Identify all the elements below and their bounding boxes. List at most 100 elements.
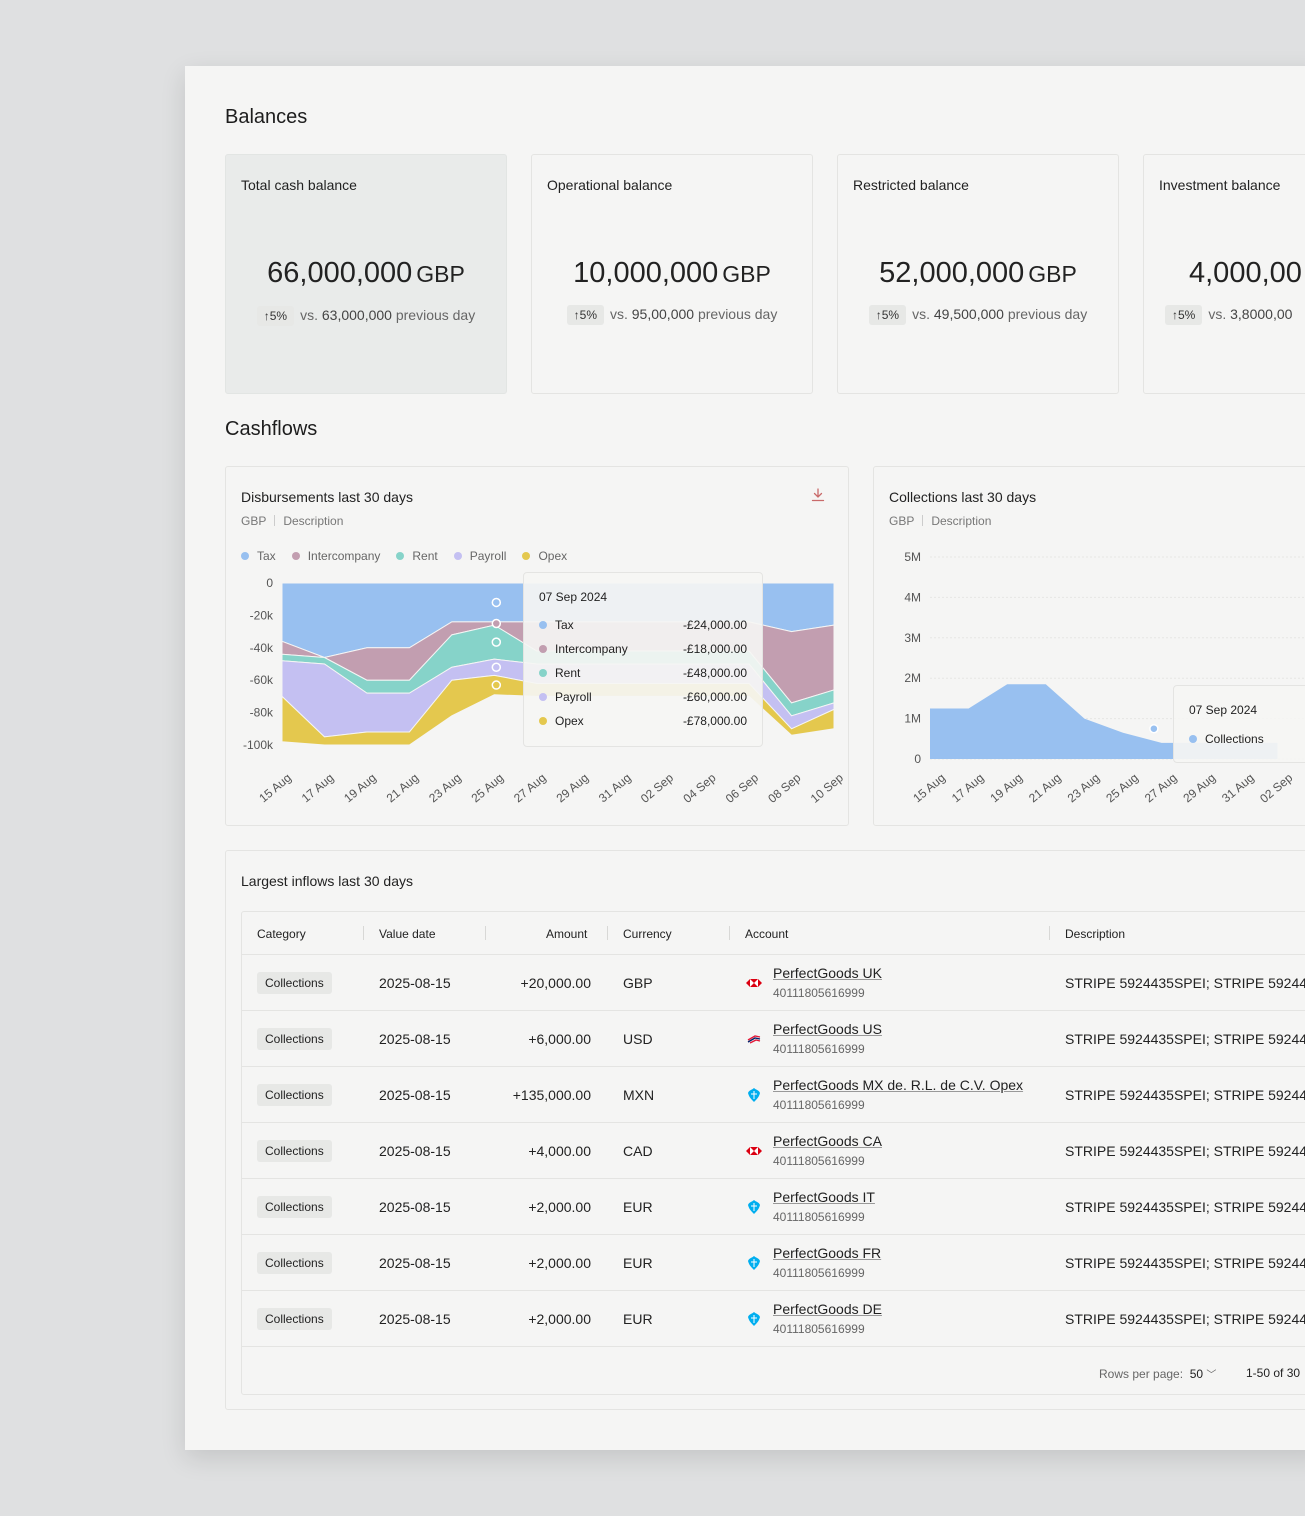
y-tick-label: 5M (904, 550, 921, 564)
table-row[interactable]: Collections 2025-08-15 +4,000.00 CAD Perfect… (242, 1123, 1305, 1179)
account-link[interactable]: PerfectGoods MX de. R.L. de C.V. Opex (773, 1077, 1024, 1093)
x-tick-label: 29 Aug (554, 771, 592, 806)
table-row[interactable]: Collections 2025-08-15 +6,000.00 USD Perfect… (242, 1011, 1305, 1067)
column-header-description[interactable]: Description (1065, 927, 1126, 941)
legend-dot (539, 693, 547, 701)
column-header-value-date[interactable]: Value date (379, 927, 436, 941)
chevron-down-icon: ﹀ (1206, 1370, 1217, 1381)
account-number: 40111805616999 (773, 1210, 865, 1224)
table-row[interactable]: Collections 2025-08-15 +2,000.00 EUR Perfect… (242, 1235, 1305, 1291)
account-link[interactable]: PerfectGoods CA (773, 1133, 882, 1149)
balances-title: Balances (225, 106, 308, 128)
chart-tooltip: 07 Sep 2024 Tax -£24,000.00 Intercompany -£… (523, 572, 763, 747)
y-tick-label: -60k (250, 673, 274, 687)
disbursements-card: Disbursements last 30 days GBP Descriptio… (225, 466, 849, 826)
y-tick-label: 4M (904, 590, 921, 604)
table-row[interactable]: Collections 2025-08-15 +135,000.00 MXN Perfe… (242, 1067, 1305, 1123)
category-badge: Collections (257, 1028, 332, 1050)
y-tick-label: -40k (250, 641, 274, 655)
legend-item-intercompany[interactable]: Intercompany (291, 549, 380, 563)
download-icon[interactable] (810, 487, 826, 508)
legend-dot (453, 552, 462, 560)
column-header-amount[interactable]: Amount (546, 927, 588, 941)
amount: +4,000.00 (528, 1143, 591, 1159)
value-date: 2025-08-15 (379, 1087, 451, 1103)
table-header: Category Value date Amount Currency Acco… (242, 912, 1305, 955)
account-link[interactable]: PerfectGoods IT (773, 1189, 875, 1205)
table-row[interactable]: Collections 2025-08-15 +2,000.00 EUR Perfect… (242, 1179, 1305, 1235)
chart-title: Disbursements last 30 days (241, 489, 413, 505)
x-tick-label: 25 Aug (1103, 771, 1141, 806)
y-tick-label: 0 (914, 752, 921, 766)
chart-subtitle: GBP Description (889, 514, 992, 528)
x-tick-label: 04 Sep (680, 770, 718, 805)
area-collections (930, 684, 1278, 759)
rows-per-page[interactable]: Rows per page: 50 ﹀ (1099, 1367, 1217, 1381)
account-link[interactable]: PerfectGoods US (773, 1021, 882, 1037)
y-tick-label: -20k (250, 608, 274, 622)
account-link[interactable]: PerfectGoods FR (773, 1245, 882, 1261)
amount: +2,000.00 (528, 1199, 591, 1215)
column-header-currency[interactable]: Currency (623, 927, 672, 941)
x-tick-label: 21 Aug (1026, 771, 1064, 806)
value-date: 2025-08-15 (379, 1311, 451, 1327)
balance-label: Investment balance (1159, 177, 1281, 193)
legend-dot (539, 669, 547, 677)
legend-dot (539, 645, 547, 653)
barclays-icon (745, 1254, 763, 1272)
balance-card-investment[interactable]: Investment balance 4,000,00 ↑5% vs. 3,800… (1143, 154, 1305, 394)
x-tick-label: 27 Aug (1142, 771, 1180, 806)
arrow-up-icon: ↑ (875, 308, 882, 322)
hover-marker (491, 618, 502, 629)
balance-label: Total cash balance (241, 177, 357, 193)
account-link[interactable]: PerfectGoods UK (773, 965, 882, 981)
tooltip-row: Intercompany -£18,000.00 (539, 642, 747, 658)
x-tick-label: 31 Aug (1219, 771, 1257, 806)
x-tick-label: 23 Aug (1065, 771, 1103, 806)
x-tick-label: 31 Aug (596, 771, 634, 806)
collections-chart[interactable]: 5M 4M 3M 2M 1M 0 15 Aug 17 Aug 19 Aug 21 Aug 23 Au… (874, 467, 1305, 827)
account-link[interactable]: PerfectGoods DE (773, 1301, 882, 1317)
balance-value: 52,000,000 GBP (879, 257, 1077, 289)
legend-item-opex[interactable]: Opex (522, 549, 567, 563)
balance-card-total[interactable]: Total cash balance 66,000,000 GBP ↑5% vs. … (225, 154, 507, 394)
description: STRIPE 5924435SPEI; STRIPE 59244 (1065, 1199, 1305, 1215)
y-tick-label: -100k (243, 738, 274, 752)
currency: EUR (623, 1199, 653, 1215)
x-tick-label: 08 Sep (765, 770, 803, 805)
legend-item-rent[interactable]: Rent (396, 549, 438, 563)
table-title: Largest inflows last 30 days (241, 873, 413, 889)
collections-card: Collections last 30 days GBP Description … (873, 466, 1305, 826)
chart-tooltip: 07 Sep 2024 Collections (1173, 685, 1305, 763)
category-badge: Collections (257, 972, 332, 994)
column-header-category[interactable]: Category (257, 927, 306, 941)
description: STRIPE 5924435SPEI; STRIPE 59244 (1065, 975, 1305, 991)
table-row[interactable]: Collections 2025-08-15 +20,000.00 GBP Perfec… (242, 955, 1305, 1011)
barclays-icon (745, 1310, 763, 1328)
value-date: 2025-08-15 (379, 975, 451, 991)
currency: GBP (623, 975, 653, 991)
category-badge: Collections (257, 1084, 332, 1106)
legend-item-payroll[interactable]: Payroll (453, 549, 506, 563)
x-tick-label: 06 Sep (723, 770, 761, 805)
column-header-account[interactable]: Account (745, 927, 789, 941)
balance-compare: ↑5% vs. 3,8000,00 (1165, 305, 1305, 325)
tooltip-row: Tax -£24,000.00 (539, 618, 747, 634)
balance-card-restricted[interactable]: Restricted balance 52,000,000 GBP ↑5% vs. … (837, 154, 1119, 394)
hover-marker (1149, 723, 1159, 734)
currency: EUR (623, 1255, 653, 1271)
legend-item-tax[interactable]: Tax (241, 549, 276, 563)
currency: USD (623, 1031, 653, 1047)
cashflows-title: Cashflows (225, 418, 318, 440)
legend-dot (1189, 735, 1197, 743)
y-tick-label: -80k (250, 706, 274, 720)
hsbc-icon (745, 974, 763, 992)
balance-card-operational[interactable]: Operational balance 10,000,000 GBP ↑5% vs.… (531, 154, 813, 394)
pagination-range: 1-50 of 30 (1246, 1366, 1301, 1380)
value-date: 2025-08-15 (379, 1143, 451, 1159)
hover-marker (491, 637, 502, 647)
x-tick-label: 19 Aug (987, 771, 1025, 806)
table-row[interactable]: Collections 2025-08-15 +2,000.00 EUR Perfect… (242, 1291, 1305, 1347)
y-tick-label: 0 (266, 576, 273, 590)
inflows-table: Category Value date Amount Currency Acco… (241, 911, 1305, 1395)
